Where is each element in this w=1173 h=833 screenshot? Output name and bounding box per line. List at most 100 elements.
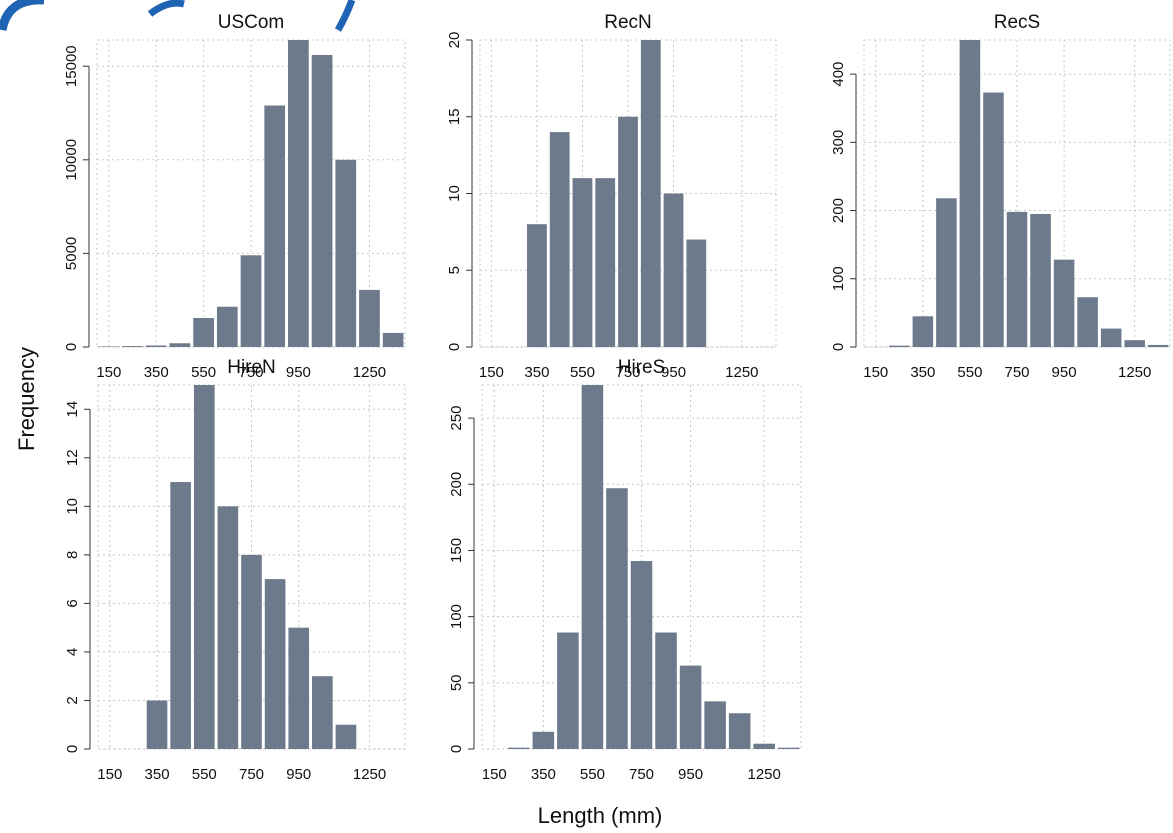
histogram-bar: [630, 561, 653, 749]
histogram-bar: [145, 345, 167, 347]
x-tick-label: 950: [678, 766, 703, 783]
histogram-bar: [1124, 340, 1145, 347]
y-tick-label: 0: [63, 343, 80, 351]
y-tick-label: 5000: [63, 237, 80, 270]
panel-title: HireS: [618, 357, 666, 378]
y-tick-label: 200: [830, 198, 847, 223]
x-tick-label: 750: [1004, 364, 1029, 381]
histogram-bar: [1147, 344, 1169, 347]
y-tick-label: 10000: [63, 139, 80, 181]
x-tick-label: 950: [286, 766, 311, 783]
x-axis: 150 350 550 750 950 1250: [96, 364, 386, 381]
histogram-bar: [288, 40, 309, 347]
x-tick-label: 150: [863, 364, 888, 381]
histogram-bar: [527, 224, 547, 347]
panel-hires: 0 50 100 150 200 250 150 350 550 750 950 1250 HireS: [448, 357, 802, 783]
histogram-bar: [618, 116, 638, 347]
x-axis-label: Length (mm): [538, 803, 663, 828]
header-arc-mid: [147, 0, 185, 17]
y-tick-label: 150: [448, 538, 465, 563]
y-tick-label: 200: [448, 472, 465, 497]
histogram-bar: [663, 193, 684, 347]
histogram-bar: [640, 40, 661, 347]
y-tick-label: 100: [448, 604, 465, 629]
histogram-bar: [557, 632, 579, 749]
gridlines: [481, 384, 802, 750]
y-tick-label: 10: [64, 498, 81, 515]
grid-frame: [481, 384, 802, 750]
histogram-bar: [572, 178, 593, 347]
histogram-bar: [216, 306, 238, 347]
histogram-bar: [679, 665, 702, 749]
histogram-bar: [217, 506, 239, 749]
grid-frame: [96, 39, 406, 348]
x-tick-label: 950: [661, 364, 686, 381]
bars: [98, 40, 404, 347]
bars: [889, 40, 1169, 347]
x-tick-label: 1250: [1118, 364, 1151, 381]
y-tick-label: 300: [830, 130, 847, 155]
panel-title: RecS: [994, 12, 1040, 33]
histogram-bar: [753, 743, 775, 749]
histogram-bar: [169, 343, 191, 347]
y-tick-label: 2: [64, 696, 81, 704]
x-axis: 150 350 550 750 950 1250: [479, 364, 759, 381]
histogram-bar: [288, 627, 310, 749]
histogram-bar: [193, 385, 215, 749]
histogram-bar: [264, 105, 286, 347]
x-tick-label: 150: [482, 766, 507, 783]
y-tick-label: 0: [64, 745, 81, 753]
histogram-bar: [122, 346, 143, 347]
histogram-bar: [728, 713, 751, 749]
y-tick-label: 0: [448, 745, 465, 753]
histogram-bar: [655, 632, 677, 749]
grid-frame: [97, 384, 406, 750]
header-arc-left: [0, 0, 44, 32]
y-tick-label: 0: [446, 343, 463, 351]
x-tick-label: 550: [570, 364, 595, 381]
histogram-bar: [777, 747, 800, 749]
y-tick-label: 5: [446, 266, 463, 274]
histogram-bar: [936, 198, 957, 347]
panel-uscom: 0 5000 10000 15000 150 350 550 750 950 1250 USCom: [63, 12, 406, 381]
y-tick-label: 8: [64, 551, 81, 559]
x-axis: 150 350 550 750 950 1250: [482, 766, 781, 783]
y-axis: 0 2 4 6 8 10 12 14: [64, 401, 91, 753]
x-tick-label: 750: [238, 364, 263, 381]
histogram-bar: [508, 747, 530, 749]
y-tick-label: 12: [64, 449, 81, 466]
y-axis: 0 50 100 150 200 250: [448, 406, 475, 753]
histogram-bar: [606, 488, 628, 749]
y-tick-label: 14: [64, 401, 81, 418]
histogram-bar: [1077, 297, 1098, 347]
histogram-bar: [170, 482, 191, 749]
histogram-bar: [889, 345, 910, 347]
cropped-header-graphic: [0, 0, 356, 32]
histogram-bar: [359, 289, 380, 347]
x-tick-label: 550: [580, 766, 605, 783]
x-tick-label: 750: [239, 766, 264, 783]
panel-title: USCom: [218, 12, 285, 33]
y-axis: 0 5000 10000 15000: [63, 45, 90, 351]
x-tick-label: 350: [144, 364, 169, 381]
histogram-bar: [595, 178, 616, 347]
panel-recn: 0 5 10 15 20 150 350 550 750 950 1250 RecN: [446, 12, 777, 381]
histogram-bar: [532, 731, 555, 749]
bars: [527, 40, 707, 347]
y-tick-label: 100: [830, 266, 847, 291]
panel-title: HireN: [227, 357, 276, 378]
histogram-bar: [240, 255, 262, 347]
histogram-bar: [335, 724, 357, 749]
y-tick-label: 400: [830, 62, 847, 87]
y-tick-label: 20: [446, 32, 463, 49]
histogram-bar: [704, 701, 726, 749]
x-tick-label: 550: [192, 766, 217, 783]
histogram-bar: [959, 40, 981, 347]
histogram-bar: [1053, 259, 1075, 347]
x-tick-label: 150: [97, 766, 122, 783]
histogram-bar: [312, 676, 333, 749]
histogram-bar: [264, 579, 286, 749]
x-tick-label: 1250: [353, 766, 386, 783]
x-tick-label: 550: [191, 364, 216, 381]
